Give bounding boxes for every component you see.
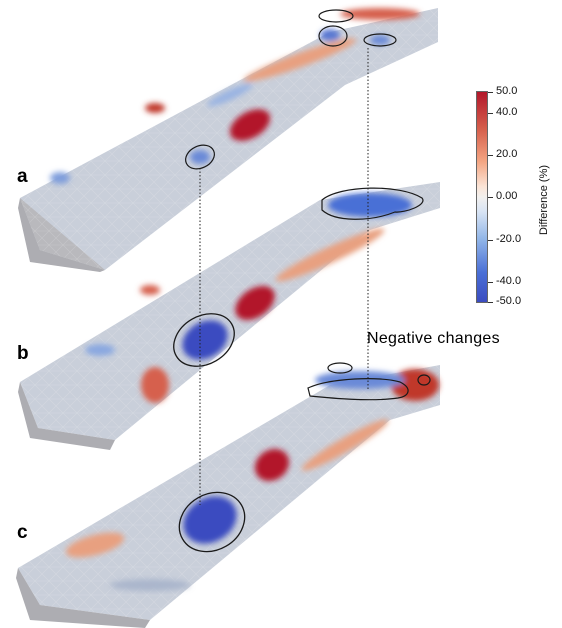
outline-b-1 [321, 187, 424, 220]
colorbar-tick-label: 20.0 [496, 148, 518, 160]
panel-label-b: b [17, 343, 29, 364]
beam-a [18, 8, 438, 272]
colorbar-tick-label: -50.0 [496, 295, 522, 307]
beam-c [16, 362, 440, 628]
outline-c-4 [178, 491, 246, 553]
outline-c-3 [417, 374, 431, 386]
colorbar-tick-label: 50.0 [496, 85, 518, 97]
colorbar-tick-label: -40.0 [496, 275, 522, 287]
outline-a-2 [318, 25, 348, 47]
panel-label-a: a [17, 166, 28, 187]
outline-b-2 [173, 313, 235, 367]
beam-b [18, 182, 440, 450]
outline-c-1 [307, 378, 409, 401]
colorbar-tick-label: -20.0 [496, 233, 522, 245]
outline-c-2 [327, 362, 353, 374]
panel-label-c: c [17, 522, 28, 543]
outline-a-1 [318, 9, 354, 23]
colorbar-title: Difference (%) [538, 164, 550, 236]
outline-a-3 [363, 33, 397, 47]
colorbar-tick-label: 40.0 [496, 106, 518, 118]
outline-a-4 [185, 144, 215, 170]
colorbar [476, 91, 488, 303]
colorbar-tick-label: 0.00 [496, 190, 518, 202]
negative-changes-label: Negative changes [367, 330, 500, 347]
